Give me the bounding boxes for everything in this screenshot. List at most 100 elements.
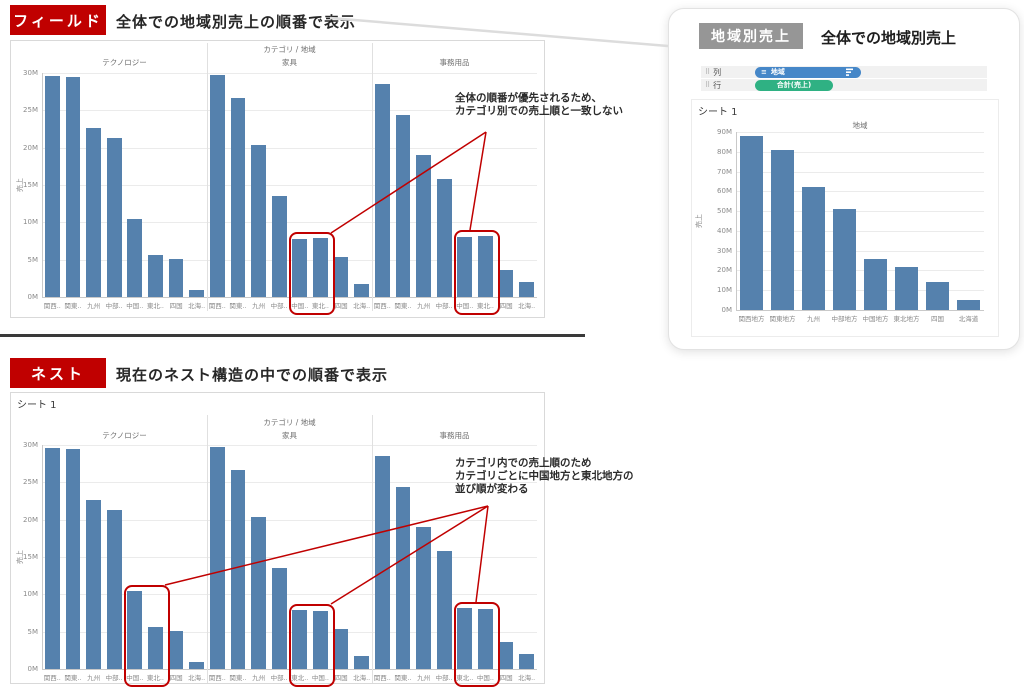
category-label: 四国	[499, 302, 513, 310]
gridline	[42, 445, 537, 446]
bar	[436, 179, 452, 297]
pill-label: 合計(売上)	[776, 81, 812, 89]
category-label: 関東..	[229, 302, 247, 310]
bar	[209, 446, 225, 669]
bar	[498, 270, 514, 297]
bar	[374, 456, 390, 669]
pane-header: テクノロジー	[102, 58, 147, 67]
category-label: 北海..	[518, 674, 536, 682]
bar	[148, 627, 163, 669]
y-axis-tick-label: 20M	[23, 143, 38, 152]
bar	[478, 609, 493, 669]
highlight-box	[289, 232, 336, 315]
bar	[44, 448, 60, 669]
chart-title: カテゴリ / 地域	[263, 418, 316, 427]
bar	[926, 282, 949, 310]
bar	[395, 114, 411, 297]
pane-header: 事務用品	[439, 58, 470, 67]
bar	[86, 128, 101, 297]
y-axis-tick-label: 20M	[717, 266, 732, 275]
category-label: 東北..	[291, 674, 309, 682]
category-label: 中部..	[270, 302, 288, 310]
bar	[168, 630, 184, 669]
category-label: 関東地方	[769, 315, 796, 323]
y-axis-tick-label: 5M	[27, 627, 39, 636]
bar	[416, 527, 431, 669]
category-label: 九州	[807, 315, 820, 323]
category-label: 北海..	[188, 674, 206, 682]
category-label: 九州	[417, 302, 431, 310]
bar	[740, 136, 763, 310]
category-label: 関西..	[208, 302, 226, 310]
category-label: 四国	[499, 674, 513, 682]
gridline	[42, 147, 537, 149]
columns-shelf: ⠿ 列 ≡ 地域	[701, 66, 987, 78]
category-label: 四国	[169, 674, 183, 682]
category-label: 関西地方	[738, 315, 765, 323]
category-label: 九州	[252, 674, 266, 682]
category-label: 関東..	[394, 302, 412, 310]
category-label: 関西..	[43, 302, 61, 310]
shelf-grid-icon: ⠿	[705, 80, 711, 89]
shelf-grid-icon: ⠿	[705, 67, 711, 76]
y-axis-tick-label: 50M	[717, 207, 732, 216]
category-label: 関東..	[64, 674, 82, 682]
gridline	[736, 290, 984, 292]
sheet-label: シート 1	[17, 400, 57, 411]
rows-shelf-label: ⠿ 行	[701, 80, 755, 91]
y-axis-tick-label: 10M	[717, 286, 732, 295]
dimension-pill-region[interactable]: ≡ 地域	[755, 66, 861, 78]
bar	[333, 629, 349, 669]
highlight-box	[454, 229, 501, 315]
pane-header: テクノロジー	[102, 431, 147, 440]
category-label: 関東..	[394, 674, 412, 682]
category-label: 北海..	[353, 302, 371, 310]
rows-shelf: ⠿ 行 合計(売上)	[701, 79, 987, 91]
gridline	[736, 230, 984, 232]
y-axis-tick-label: 10M	[23, 218, 38, 227]
category-label: 北海..	[518, 302, 536, 310]
region-sales-chart: シート 1 0M 10M 20M 30M 40M 50M 60M 70M 80M 90M 売上 地域 関西…	[691, 99, 999, 337]
measure-pill-sales[interactable]: 合計(売上)	[755, 79, 833, 91]
bar	[271, 196, 287, 297]
category-label: 九州	[417, 674, 431, 682]
gridline	[42, 110, 537, 112]
category-label: 関西..	[208, 674, 226, 682]
nest-sort-chart: シート 1 0M 5M 10M 15M 20M 25M 30M 売上 カテゴリ / 地域 テクノロジ…	[10, 392, 545, 687]
bar	[498, 642, 514, 669]
pane-divider	[207, 43, 208, 311]
y-axis-tick-label: 70M	[717, 167, 732, 176]
category-label: 東北地方	[893, 315, 920, 323]
columns-shelf-text: 列	[713, 67, 722, 77]
category-label: 関西..	[43, 674, 61, 682]
panel-badge: 地域別売上	[699, 23, 803, 49]
bar	[354, 655, 370, 669]
bar	[771, 149, 794, 310]
gridline	[736, 250, 984, 252]
bar	[436, 551, 452, 669]
bar	[333, 257, 349, 297]
bar	[395, 486, 411, 669]
y-axis-tick-label: 5M	[27, 255, 39, 264]
bar	[127, 218, 143, 297]
y-axis-tick-label: 0M	[27, 665, 39, 673]
sheet-label: シート 1	[698, 107, 738, 118]
highlight-box	[289, 604, 336, 687]
gridline	[736, 191, 984, 193]
y-axis-tick-label: 30M	[717, 246, 732, 255]
y-axis-tick-label: 15M	[23, 181, 38, 189]
bar	[313, 610, 328, 669]
bar	[209, 74, 225, 297]
gridline	[42, 482, 537, 484]
category-label: 関東..	[64, 302, 82, 310]
gridline	[42, 185, 537, 186]
y-axis-tick-label: 0M	[27, 293, 39, 301]
pane-divider	[372, 43, 373, 311]
bar	[802, 187, 825, 310]
category-label: 東北..	[456, 674, 474, 682]
highlight-box	[454, 601, 501, 687]
category-label: 中国..	[476, 674, 494, 682]
bar	[313, 238, 328, 297]
bar	[478, 235, 493, 297]
